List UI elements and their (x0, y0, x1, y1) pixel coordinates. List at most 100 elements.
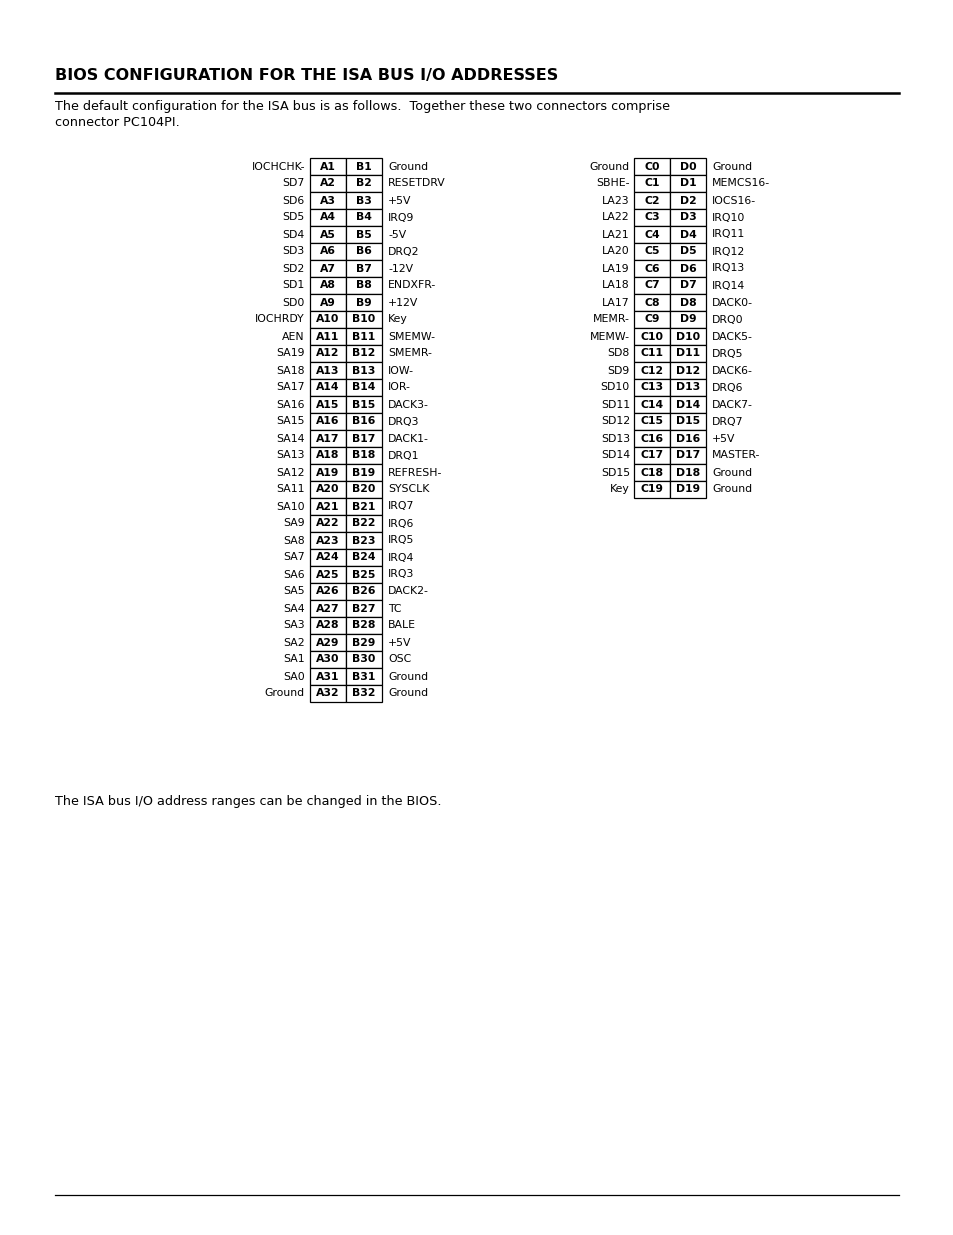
Bar (346, 209, 381, 226)
Bar (634, 379, 669, 396)
Text: C2: C2 (643, 195, 659, 205)
Text: C14: C14 (639, 399, 663, 410)
Text: B24: B24 (352, 552, 375, 562)
Bar (669, 396, 705, 412)
Text: B13: B13 (352, 366, 375, 375)
Text: +12V: +12V (388, 298, 418, 308)
Bar (310, 618, 346, 634)
Text: LA17: LA17 (601, 298, 629, 308)
Bar (634, 158, 669, 175)
Text: Ground: Ground (388, 162, 428, 172)
Bar (310, 651, 346, 668)
Text: IRQ14: IRQ14 (711, 280, 744, 290)
Bar (634, 430, 669, 447)
Text: MEMR-: MEMR- (593, 315, 629, 325)
Text: SD5: SD5 (282, 212, 305, 222)
Text: A24: A24 (315, 552, 339, 562)
Text: A22: A22 (315, 519, 339, 529)
Bar (310, 191, 346, 209)
Text: A20: A20 (315, 484, 339, 494)
Text: B1: B1 (355, 162, 372, 172)
Text: D15: D15 (676, 416, 700, 426)
Bar (669, 345, 705, 362)
Bar (346, 412, 381, 430)
Text: B21: B21 (352, 501, 375, 511)
Text: DRQ3: DRQ3 (388, 416, 419, 426)
Text: -5V: -5V (388, 230, 406, 240)
Text: D5: D5 (679, 247, 696, 257)
Text: -12V: -12V (388, 263, 413, 273)
Text: IRQ13: IRQ13 (711, 263, 744, 273)
Text: SBHE-: SBHE- (596, 179, 629, 189)
Text: SD15: SD15 (600, 468, 629, 478)
Bar (669, 294, 705, 311)
Text: SA12: SA12 (276, 468, 305, 478)
Text: B4: B4 (355, 212, 372, 222)
Bar (346, 226, 381, 243)
Bar (634, 209, 669, 226)
Bar (310, 175, 346, 191)
Text: B31: B31 (352, 672, 375, 682)
Text: SD6: SD6 (282, 195, 305, 205)
Text: LA22: LA22 (601, 212, 629, 222)
Text: SA10: SA10 (276, 501, 305, 511)
Text: MASTER-: MASTER- (711, 451, 760, 461)
Text: B11: B11 (352, 331, 375, 342)
Text: B23: B23 (352, 536, 375, 546)
Text: A10: A10 (316, 315, 339, 325)
Text: C16: C16 (639, 433, 663, 443)
Bar (310, 412, 346, 430)
Text: SMEMW-: SMEMW- (388, 331, 435, 342)
Bar (310, 261, 346, 277)
Text: A12: A12 (315, 348, 339, 358)
Text: C4: C4 (643, 230, 659, 240)
Text: D16: D16 (675, 433, 700, 443)
Text: C0: C0 (643, 162, 659, 172)
Bar (346, 651, 381, 668)
Text: OSC: OSC (388, 655, 411, 664)
Text: A14: A14 (315, 383, 339, 393)
Text: A1: A1 (319, 162, 335, 172)
Bar (310, 158, 346, 175)
Text: B8: B8 (355, 280, 372, 290)
Text: A28: A28 (315, 620, 339, 631)
Bar (310, 277, 346, 294)
Text: SA0: SA0 (283, 672, 305, 682)
Bar (310, 480, 346, 498)
Text: SD7: SD7 (282, 179, 305, 189)
Bar (346, 311, 381, 329)
Text: A3: A3 (319, 195, 335, 205)
Bar (310, 430, 346, 447)
Text: B19: B19 (352, 468, 375, 478)
Text: IRQ12: IRQ12 (711, 247, 744, 257)
Text: SA14: SA14 (276, 433, 305, 443)
Text: Ground: Ground (388, 672, 428, 682)
Text: A11: A11 (316, 331, 339, 342)
Text: C9: C9 (643, 315, 659, 325)
Bar (346, 532, 381, 550)
Text: A21: A21 (315, 501, 339, 511)
Text: C3: C3 (643, 212, 659, 222)
Text: SA2: SA2 (283, 637, 305, 647)
Bar (346, 243, 381, 261)
Text: B6: B6 (355, 247, 372, 257)
Text: C10: C10 (639, 331, 662, 342)
Bar (310, 583, 346, 600)
Text: B28: B28 (352, 620, 375, 631)
Bar (634, 447, 669, 464)
Text: LA21: LA21 (601, 230, 629, 240)
Text: D17: D17 (675, 451, 700, 461)
Text: SA18: SA18 (276, 366, 305, 375)
Bar (310, 294, 346, 311)
Bar (634, 480, 669, 498)
Bar (310, 447, 346, 464)
Text: DACK6-: DACK6- (711, 366, 752, 375)
Bar (346, 430, 381, 447)
Bar (634, 464, 669, 480)
Bar (310, 600, 346, 618)
Bar (346, 498, 381, 515)
Bar (669, 447, 705, 464)
Text: SA9: SA9 (283, 519, 305, 529)
Text: B20: B20 (352, 484, 375, 494)
Bar (310, 515, 346, 532)
